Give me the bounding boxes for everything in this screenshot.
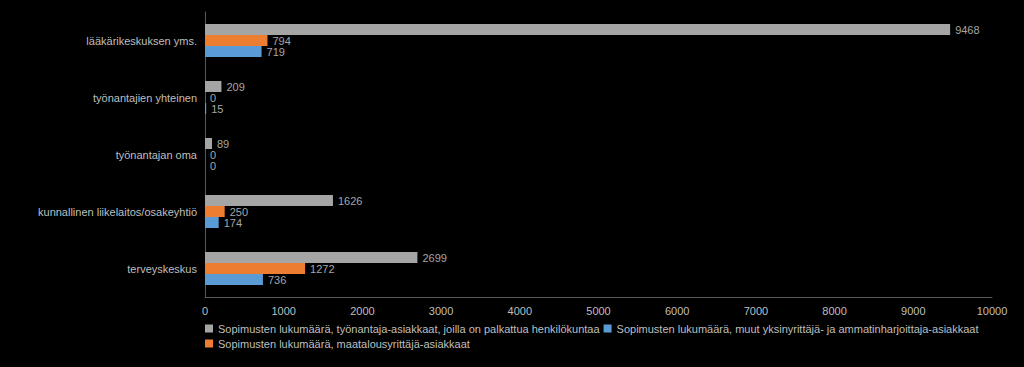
svg-text:89: 89	[217, 138, 229, 150]
svg-text:lääkärikeskuksen yms.: lääkärikeskuksen yms.	[86, 35, 197, 47]
svg-text:1000: 1000	[271, 305, 295, 317]
svg-text:0: 0	[210, 160, 216, 172]
svg-text:Sopimusten lukumäärä, muut yks: Sopimusten lukumäärä, muut yksinyrittäjä…	[617, 323, 979, 335]
svg-text:5000: 5000	[586, 305, 610, 317]
svg-text:työnantajien yhteinen: työnantajien yhteinen	[93, 92, 197, 104]
svg-text:794: 794	[272, 34, 291, 47]
svg-text:209: 209	[226, 81, 244, 93]
svg-text:0: 0	[210, 148, 217, 161]
svg-text:2000: 2000	[350, 305, 374, 317]
svg-text:10000: 10000	[977, 305, 1008, 317]
svg-text:9000: 9000	[901, 305, 925, 317]
svg-text:174: 174	[224, 217, 242, 229]
svg-text:2699: 2699	[422, 252, 446, 264]
svg-text:terveyskeskus: terveyskeskus	[127, 263, 197, 275]
svg-text:8000: 8000	[822, 305, 846, 317]
svg-text:0: 0	[202, 305, 208, 317]
svg-text:719: 719	[267, 46, 285, 58]
svg-text:Sopimusten lukumäärä, työnanta: Sopimusten lukumäärä, työnantaja-asiakka…	[218, 323, 600, 335]
svg-text:6000: 6000	[665, 305, 689, 317]
svg-text:0: 0	[210, 91, 217, 104]
svg-text:1626: 1626	[338, 195, 362, 207]
svg-text:9468: 9468	[955, 24, 979, 36]
svg-text:15: 15	[211, 103, 223, 115]
svg-text:736: 736	[268, 274, 286, 286]
svg-text:250: 250	[229, 205, 248, 218]
svg-text:3000: 3000	[429, 305, 453, 317]
svg-text:työnantajan oma: työnantajan oma	[116, 149, 198, 161]
svg-text:kunnallinen liikelaitos/osakey: kunnallinen liikelaitos/osakeyhtiö	[38, 206, 197, 218]
svg-text:Sopimusten lukumäärä, maatalou: Sopimusten lukumäärä, maatalousyrittäjä-…	[218, 338, 470, 350]
svg-text:1272: 1272	[310, 263, 334, 275]
svg-text:4000: 4000	[508, 305, 532, 317]
svg-text:7000: 7000	[744, 305, 768, 317]
